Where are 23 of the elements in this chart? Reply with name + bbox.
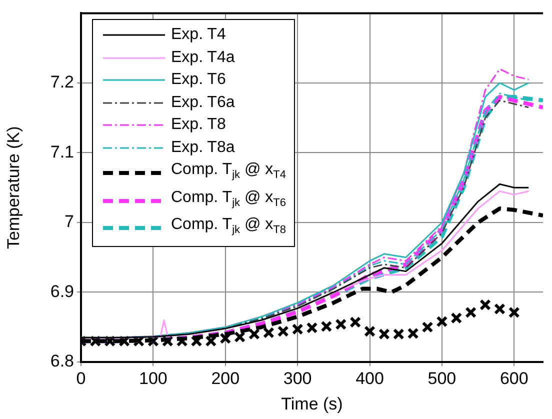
- legend-label: Exp. T4: [171, 25, 226, 45]
- y-axis-title: Temperature (K): [4, 126, 23, 250]
- y-tick-label: 6.8: [50, 352, 74, 371]
- y-tick-label: 6.9: [50, 282, 74, 301]
- legend-label: Exp. T8a: [171, 138, 235, 158]
- x-axis-title: Time (s): [281, 394, 343, 414]
- legend-label: Comp. T$_{jk}$ @ x$_{T6}$: [171, 188, 286, 211]
- legend-label: Comp. T$_{jk}$ @ x$_{T8}$: [171, 215, 286, 239]
- legend-label: Comp. T$_{jk}$ @ x$_{T4}$: [171, 160, 286, 184]
- x-tick-label: 200: [211, 368, 240, 388]
- x-tick-label: 500: [428, 368, 456, 388]
- legend-label: Exp. T8: [171, 115, 226, 135]
- legend-label: Exp. T6: [171, 70, 226, 90]
- x-tick-label: 300: [283, 368, 312, 388]
- y-tick-label: 7: [64, 212, 74, 232]
- x-tick-label: 100: [139, 368, 168, 388]
- x-tick-label: 400: [356, 368, 384, 388]
- legend-label: Exp. T6a: [171, 92, 235, 112]
- legend-label: Exp. T4a: [171, 48, 235, 68]
- y-tick-label: 7.1: [50, 142, 74, 162]
- x-tick-label: 0: [76, 368, 86, 388]
- x-tick-label: 600: [500, 368, 528, 388]
- y-tick-label: 7.2: [50, 72, 74, 92]
